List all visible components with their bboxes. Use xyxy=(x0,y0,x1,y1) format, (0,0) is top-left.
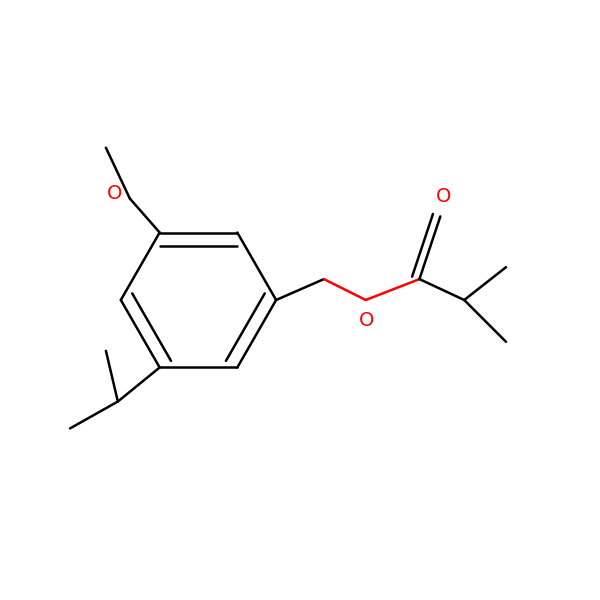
Text: O: O xyxy=(107,184,122,203)
Text: O: O xyxy=(359,311,374,330)
Text: O: O xyxy=(436,187,451,206)
